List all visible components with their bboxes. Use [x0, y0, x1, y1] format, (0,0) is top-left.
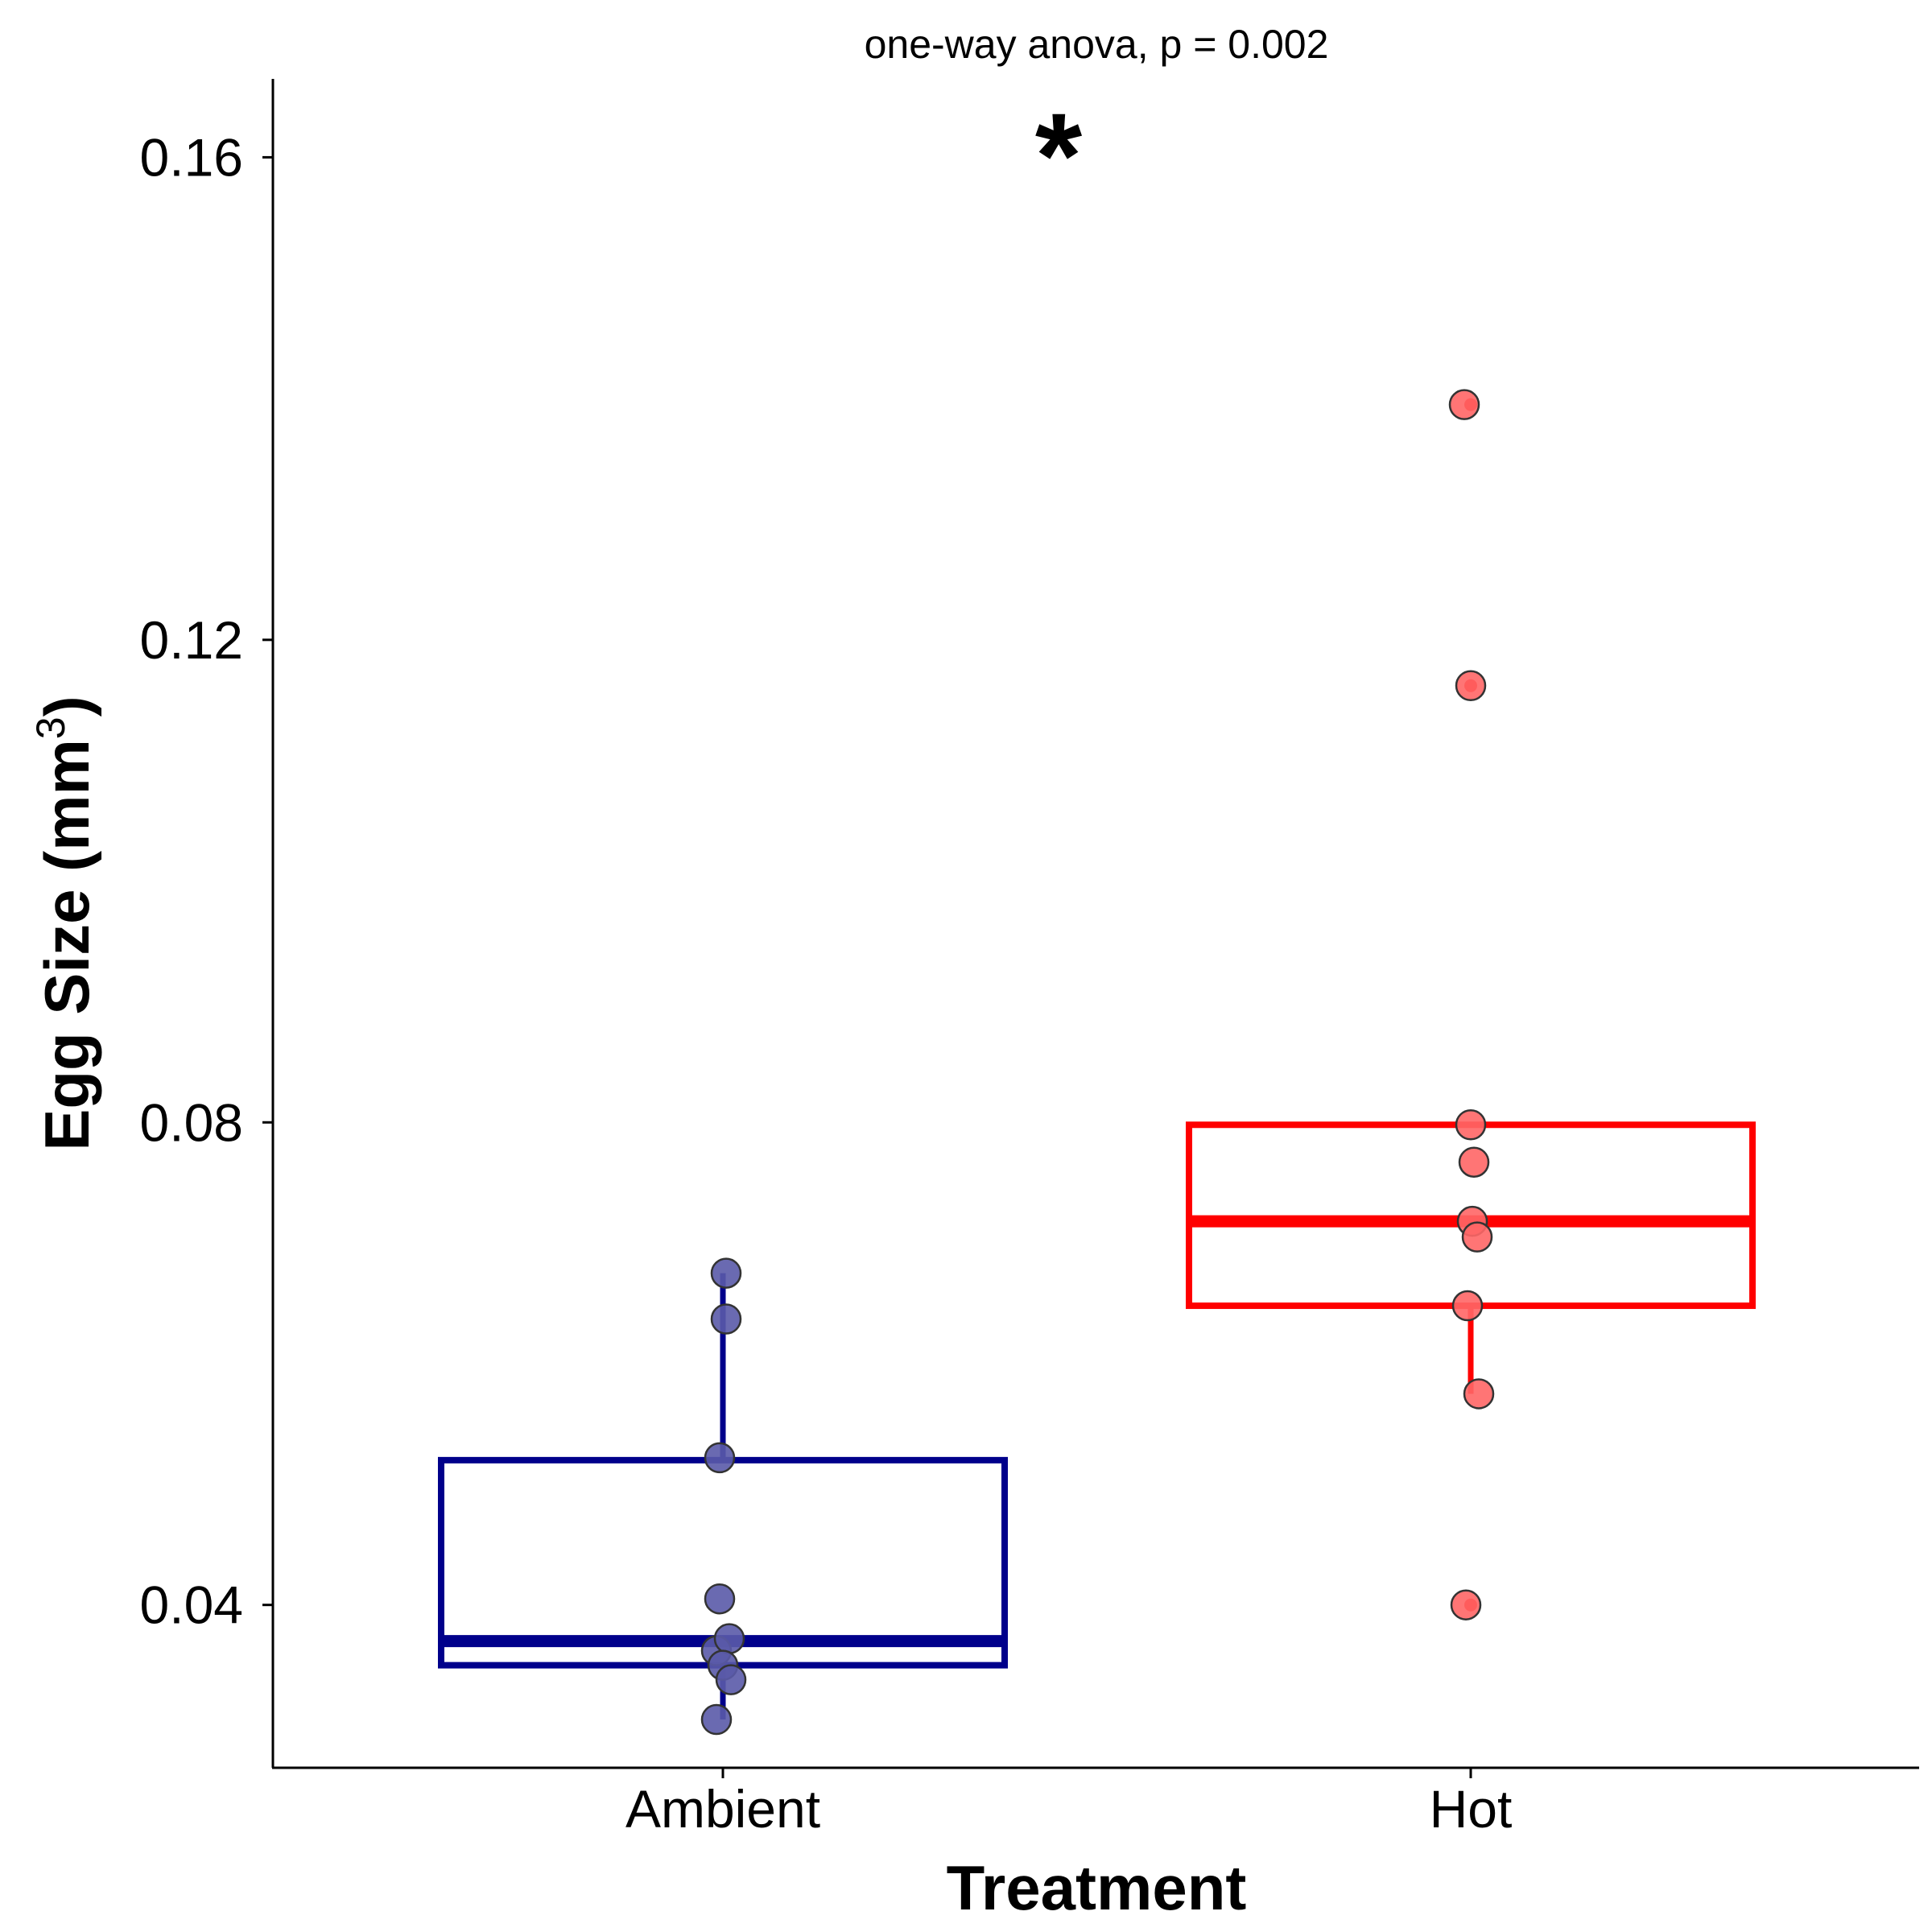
anova-annotation: one-way anova, p = 0.002	[865, 22, 1329, 67]
y-tick-label: 0.16	[140, 127, 243, 187]
x-tick-label: Hot	[1430, 1779, 1513, 1839]
data-point	[704, 1442, 736, 1474]
x-tick-label: Ambient	[625, 1779, 820, 1839]
data-point	[713, 1623, 745, 1654]
data-point	[1455, 1109, 1487, 1141]
data-point	[700, 1703, 733, 1736]
data-point	[1448, 389, 1480, 420]
data-point	[710, 1257, 742, 1289]
y-axis-title-superscript: 3	[28, 716, 73, 739]
plot-area	[438, 389, 1756, 1736]
x-axis-title: Treatment	[947, 1852, 1247, 1923]
y-tick-label: 0.04	[140, 1575, 243, 1635]
significance-star: *	[1035, 88, 1083, 223]
y-axis-title-main: Egg Size (mm	[31, 739, 102, 1150]
y-axis-ticks: 0.04 0.08 0.12 0.16	[140, 127, 273, 1635]
y-axis-title: Egg Size (mm3)	[28, 696, 102, 1150]
data-point	[1463, 1378, 1495, 1410]
data-point	[715, 1664, 747, 1695]
boxplot-hot	[1186, 389, 1756, 1620]
x-axis-ticks: Ambient Hot	[625, 1768, 1512, 1839]
boxplot-ambient	[438, 1257, 1008, 1736]
y-axis-title-close: )	[31, 696, 102, 716]
data-point	[1451, 1290, 1484, 1322]
data-point	[1458, 1146, 1490, 1178]
y-tick-label: 0.08	[140, 1092, 243, 1152]
data-point	[1450, 1589, 1482, 1620]
data-point	[1455, 670, 1487, 702]
data-point	[704, 1583, 736, 1615]
data-point	[710, 1303, 742, 1335]
data-point	[1461, 1221, 1493, 1253]
y-tick-label: 0.12	[140, 610, 243, 670]
